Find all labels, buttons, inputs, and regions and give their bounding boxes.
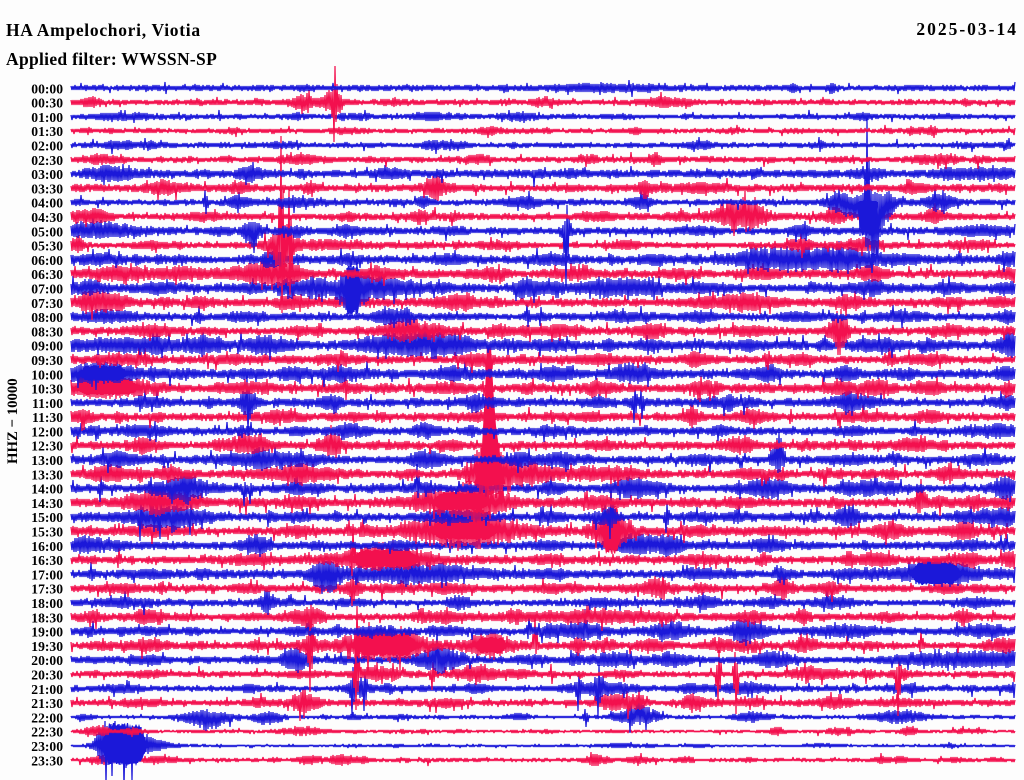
svg-text:22:00: 22:00 (31, 710, 63, 725)
svg-text:08:30: 08:30 (31, 324, 63, 339)
svg-text:01:30: 01:30 (31, 124, 63, 139)
svg-text:19:00: 19:00 (31, 625, 63, 640)
svg-text:23:00: 23:00 (31, 739, 63, 754)
svg-text:22:30: 22:30 (31, 725, 63, 740)
svg-text:04:30: 04:30 (31, 210, 63, 225)
svg-text:13:00: 13:00 (31, 453, 63, 468)
svg-text:18:30: 18:30 (31, 610, 63, 625)
svg-text:15:30: 15:30 (31, 525, 63, 540)
svg-text:15:00: 15:00 (31, 510, 63, 525)
svg-text:10:30: 10:30 (31, 382, 63, 397)
svg-text:17:30: 17:30 (31, 582, 63, 597)
svg-text:16:30: 16:30 (31, 553, 63, 568)
svg-text:02:00: 02:00 (31, 139, 63, 154)
svg-text:06:00: 06:00 (31, 253, 63, 268)
svg-text:07:00: 07:00 (31, 282, 63, 297)
svg-text:02:30: 02:30 (31, 153, 63, 168)
svg-text:05:30: 05:30 (31, 239, 63, 254)
svg-text:12:00: 12:00 (31, 424, 63, 439)
svg-text:23:30: 23:30 (31, 753, 63, 768)
svg-text:13:30: 13:30 (31, 467, 63, 482)
svg-text:08:00: 08:00 (31, 310, 63, 325)
svg-text:21:30: 21:30 (31, 696, 63, 711)
svg-text:10:00: 10:00 (31, 367, 63, 382)
svg-text:14:30: 14:30 (31, 496, 63, 511)
svg-text:16:00: 16:00 (31, 539, 63, 554)
svg-text:09:00: 09:00 (31, 339, 63, 354)
svg-text:03:00: 03:00 (31, 167, 63, 182)
svg-text:14:00: 14:00 (31, 482, 63, 497)
svg-text:09:30: 09:30 (31, 353, 63, 368)
svg-text:01:00: 01:00 (31, 110, 63, 125)
svg-text:06:30: 06:30 (31, 267, 63, 282)
svg-text:19:30: 19:30 (31, 639, 63, 654)
svg-text:20:30: 20:30 (31, 668, 63, 683)
svg-text:18:00: 18:00 (31, 596, 63, 611)
svg-text:11:30: 11:30 (32, 410, 63, 425)
svg-text:11:00: 11:00 (32, 396, 63, 411)
svg-text:12:30: 12:30 (31, 439, 63, 454)
svg-text:20:00: 20:00 (31, 653, 63, 668)
svg-text:17:00: 17:00 (31, 567, 63, 582)
svg-text:07:30: 07:30 (31, 296, 63, 311)
svg-text:21:00: 21:00 (31, 682, 63, 697)
svg-text:00:00: 00:00 (31, 81, 63, 96)
svg-text:00:30: 00:30 (31, 96, 63, 111)
svg-text:05:00: 05:00 (31, 224, 63, 239)
svg-text:04:00: 04:00 (31, 196, 63, 211)
svg-text:03:30: 03:30 (31, 181, 63, 196)
